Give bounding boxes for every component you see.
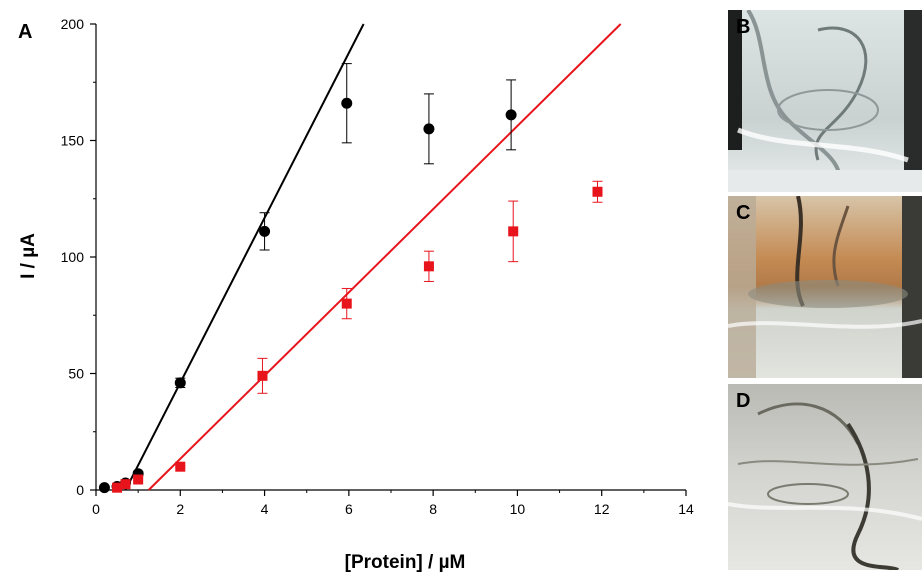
fit-lines [124, 23, 622, 491]
photo-label-b: B [736, 16, 751, 38]
photo-c-image [728, 196, 922, 378]
photo-panel-c: C [728, 196, 922, 378]
x-tick-label: 2 [176, 501, 184, 517]
panel-label-a: A [18, 21, 32, 43]
data-point-square [257, 370, 268, 381]
data-point-square [112, 482, 123, 493]
data-point-circle [174, 377, 186, 389]
x-tick-label: 12 [594, 501, 610, 517]
x-axis-title: [Protein] / µM [345, 552, 466, 573]
data-point-square [175, 461, 186, 472]
data-points [98, 97, 603, 494]
photo-label-d: D [736, 390, 751, 412]
fit-line-0 [124, 23, 365, 491]
x-tick-label: 8 [429, 501, 437, 517]
photo-d-image [728, 384, 922, 570]
y-tick-label: 100 [61, 249, 85, 265]
y-tick-label: 150 [61, 133, 85, 149]
x-tick-label: 4 [261, 501, 269, 517]
photo-panel-d: D [728, 384, 922, 570]
data-point-square [423, 261, 434, 272]
photo-label-c: C [736, 202, 751, 224]
data-point-circle [341, 97, 353, 109]
data-point-square [120, 479, 131, 490]
data-point-circle [505, 109, 517, 121]
photo-panel-b: B [728, 10, 922, 192]
x-tick-label: 14 [678, 501, 694, 517]
data-point-square [341, 298, 352, 309]
data-point-square [133, 474, 144, 485]
x-tick-label: 6 [345, 501, 353, 517]
x-tick-label: 10 [510, 501, 526, 517]
y-axis-title: I / µA [18, 233, 39, 279]
data-point-circle [98, 482, 110, 494]
y-tick-label: 0 [76, 482, 84, 498]
data-point-circle [259, 225, 271, 237]
axes: 0 2 4 6 8 10 12 14 0 50 100 150 200 [61, 16, 694, 517]
x-tick-label: 0 [92, 501, 100, 517]
chart-background [0, 0, 728, 574]
data-point-circle [423, 123, 435, 135]
fit-line-1 [147, 23, 622, 491]
y-tick-label: 50 [68, 366, 84, 382]
chart: 0 2 4 6 8 10 12 14 0 50 100 150 200 A [Protein] / µM… [0, 0, 728, 574]
data-point-square [508, 226, 519, 237]
data-point-square [592, 186, 603, 197]
y-tick-label: 200 [61, 16, 85, 32]
photo-b-image [728, 10, 922, 192]
